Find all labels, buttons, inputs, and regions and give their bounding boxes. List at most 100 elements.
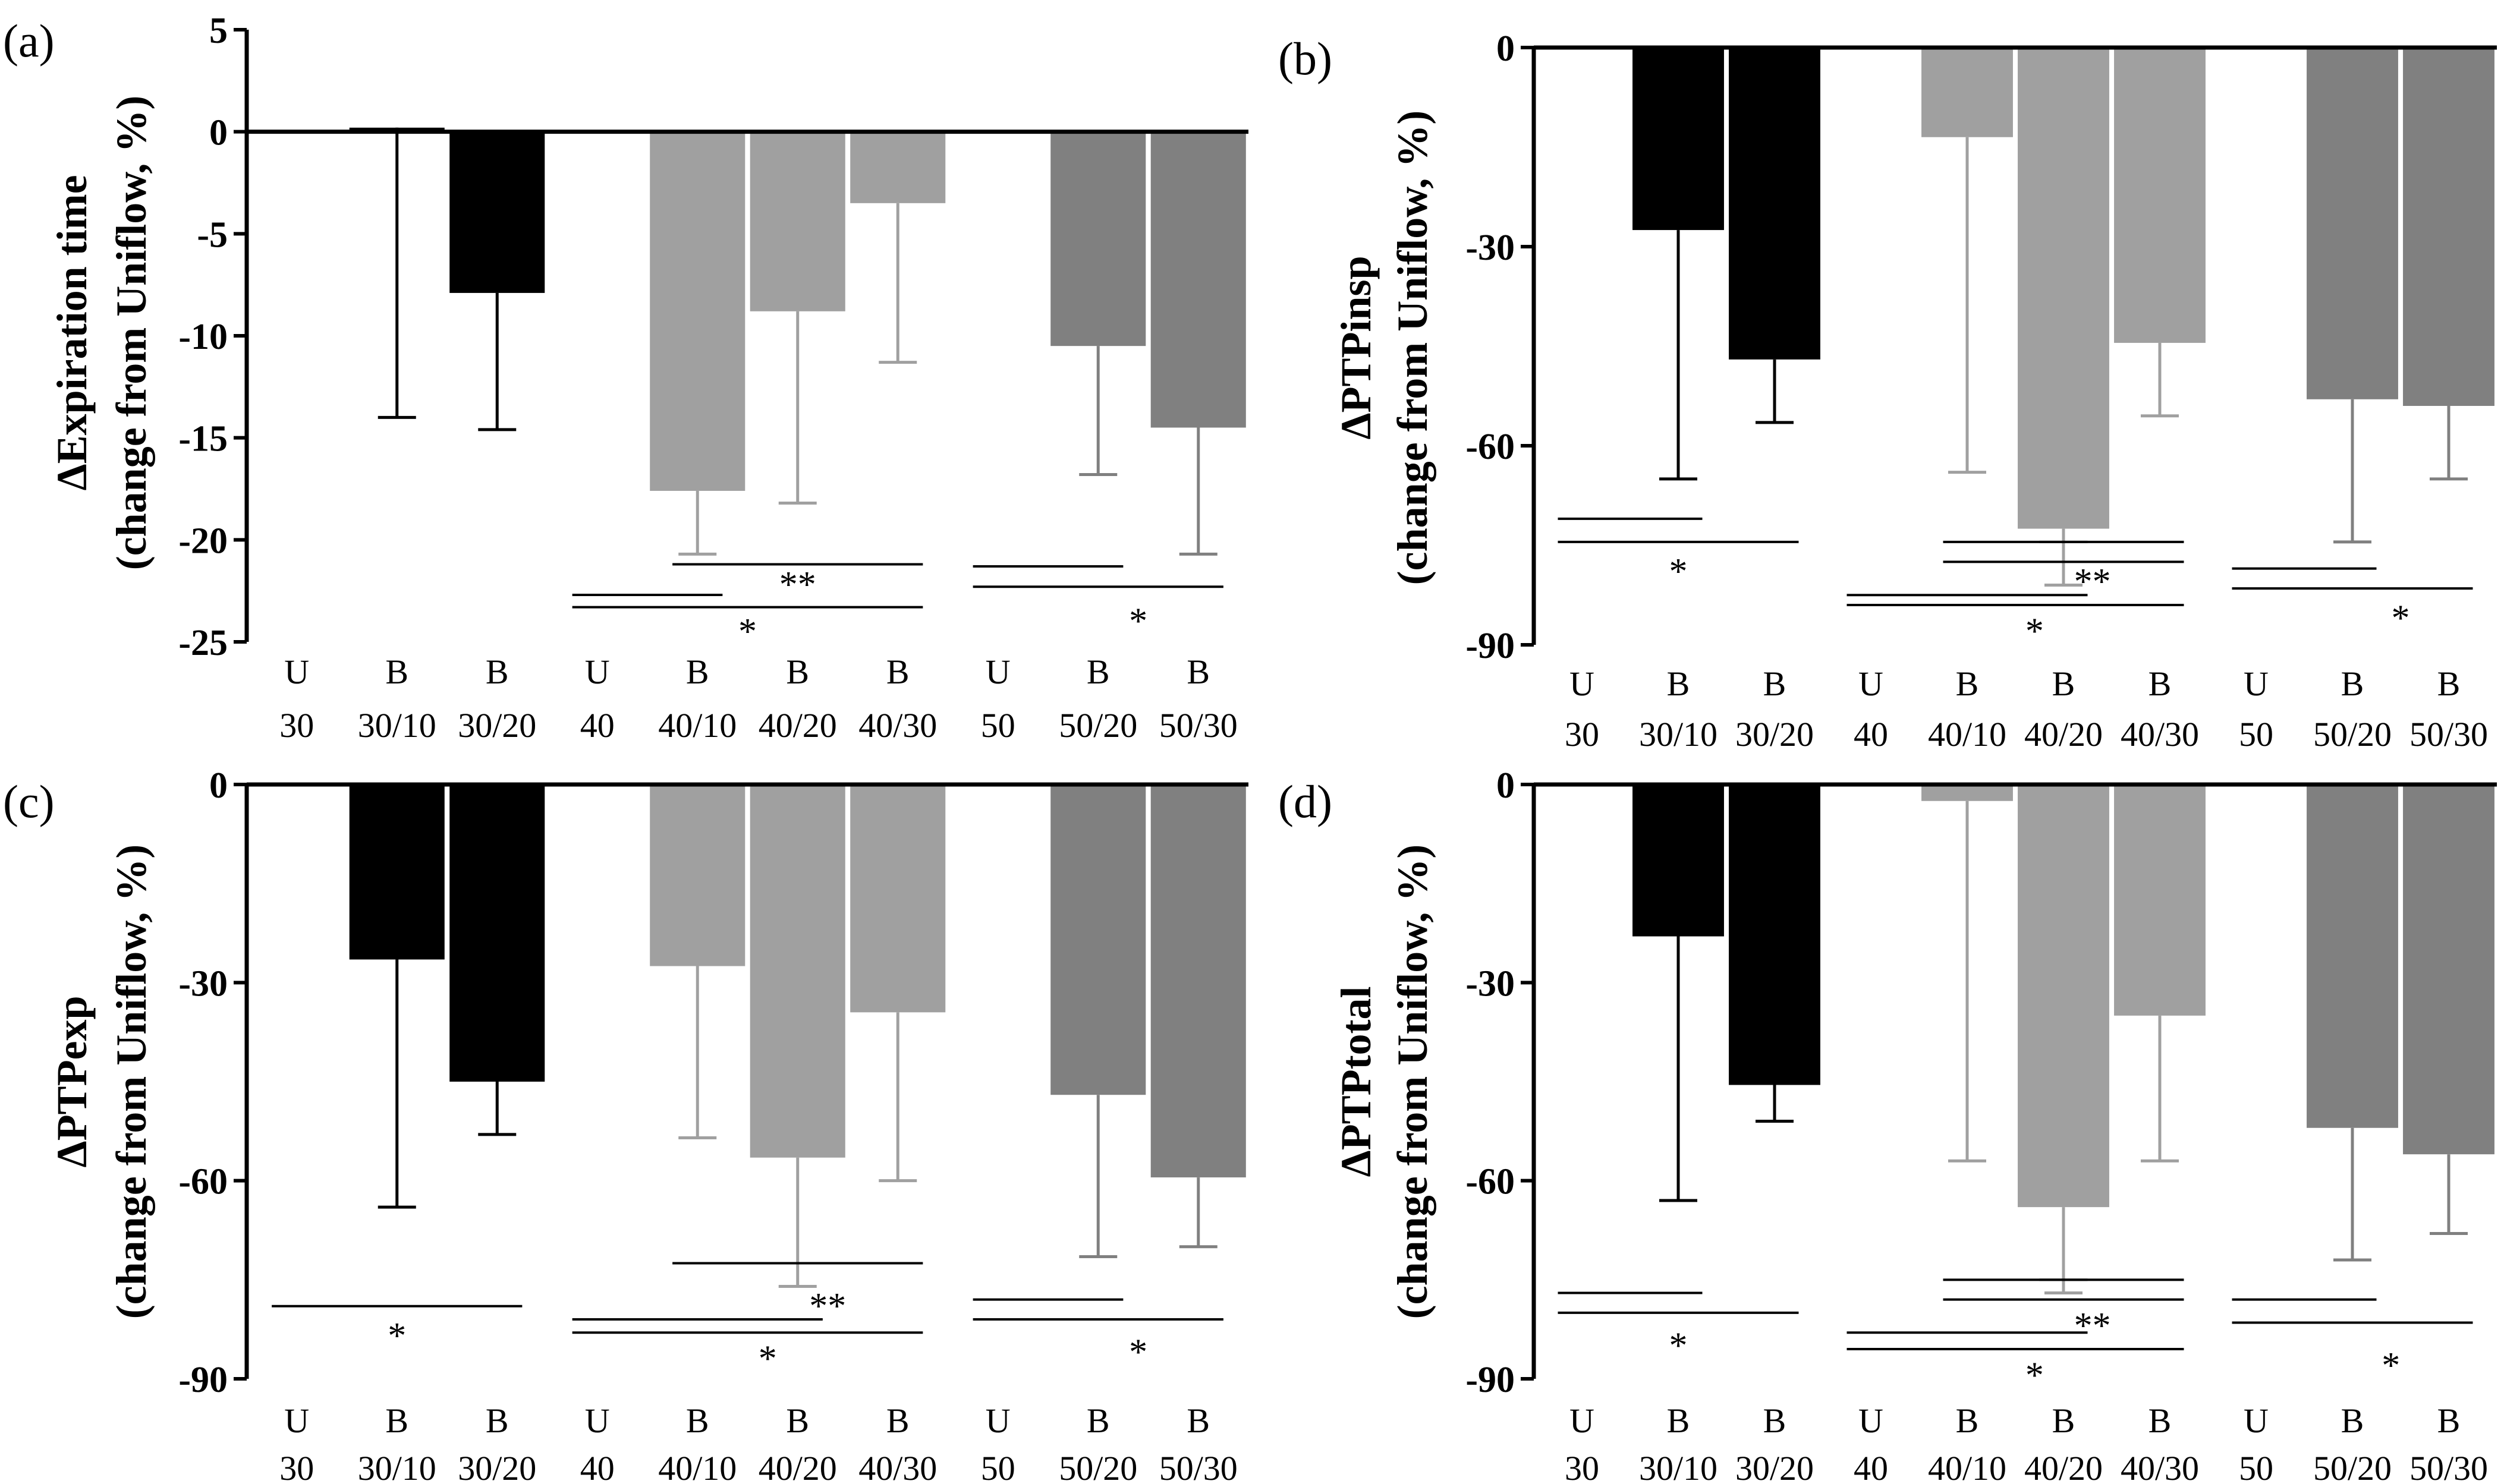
panel-a-ytick-label-0: 5 [209, 11, 228, 51]
panel-d-ytick-label-3: -90 [1465, 1360, 1515, 1400]
panel-b-xlabel-group-7: 50 [2239, 715, 2273, 754]
panel-c-xlabel-group-0: 30 [279, 1449, 314, 1484]
panel-d-bar-50-30 [2403, 784, 2494, 1155]
panel-d-xlabel-letter-9: B [2437, 1401, 2461, 1440]
panel-c-xlabel-group-1: 30/10 [358, 1449, 436, 1484]
panel-d-xlabel-group-0: 30 [1565, 1449, 1599, 1484]
panel-d-ytick-label-2: -60 [1465, 1162, 1515, 1202]
panel-b-xlabel-group-1: 30/10 [1639, 715, 1717, 754]
panel-a-xlabel-group-7: 50 [981, 706, 1015, 745]
panel-b-sig-star-1: ** [2074, 562, 2111, 602]
panel-a-bar-50-20 [1150, 131, 1246, 428]
panel-d-xlabel-group-5: 40/20 [2024, 1449, 2103, 1484]
panel-b-sig-star-0: * [1669, 552, 1688, 592]
panel-d-xlabel-group-4: 40/10 [1928, 1449, 2006, 1484]
panel-a-bar-50 [1050, 131, 1146, 346]
panel-c-bar-50-30 [1150, 784, 1246, 1178]
panel-d-xlabel-letter-2: B [1763, 1401, 1786, 1440]
panel-d-xlabel-group-1: 30/10 [1639, 1449, 1717, 1484]
panel-c-ylabel-line1: ΔPTPexp [48, 995, 96, 1167]
panel-d-xlabel-group-6: 40/30 [2121, 1449, 2199, 1484]
panel-a-sig-star-2: * [1129, 601, 1147, 642]
panel-b-xlabel-group-2: 30/20 [1735, 715, 1814, 754]
panel-a-xlabel-group-0: 30 [279, 706, 314, 745]
panel-b-ytick-label-3: -90 [1465, 626, 1515, 666]
panel-d-xlabel-group-2: 30/20 [1735, 1449, 1814, 1484]
panel-d-sig-star-1: ** [2074, 1306, 2111, 1346]
panel-d-xlabel-letter-3: U [1858, 1401, 1883, 1440]
panel-a-xlabel-letter-9: B [1187, 653, 1210, 691]
panel-a-ylabel-line1: ΔExpiration time [48, 175, 96, 490]
panel-c-xlabel-group-9: 50/30 [1159, 1449, 1238, 1484]
panel-d-ylabel-line1: ΔPTPtotal [1332, 986, 1380, 1177]
panel-c-bar-40-10 [650, 784, 745, 966]
panel-b-bar-40-10 [1921, 48, 2013, 137]
panel-d-sig-star-0: * [1669, 1325, 1688, 1366]
panel-b-xlabel-group-9: 50/30 [2409, 715, 2488, 754]
panel-c-bar-30-10 [349, 784, 445, 960]
panel-b-bar-30-10 [1632, 48, 1724, 231]
panel-a-bar-40-10 [750, 131, 845, 311]
panel-b-xlabel-letter-6: B [2148, 664, 2172, 703]
panel-a-xlabel-group-4: 40/10 [658, 706, 737, 745]
panel-b-sig-star-2: * [2025, 612, 2044, 652]
panel-a-ytick-label-3: -10 [178, 317, 228, 357]
panel-b-xlabel-letter-3: U [1858, 664, 1883, 703]
panel-c-xlabel-group-6: 40/30 [858, 1449, 937, 1484]
panel-c-xlabel-group-4: 40/10 [658, 1449, 737, 1484]
panel-c-sig-star-3: * [1129, 1332, 1147, 1373]
panel-a-xlabel-letter-5: B [786, 653, 809, 691]
panel-c-sig-star-2: * [759, 1339, 777, 1379]
panel-c-xlabel-letter-2: B [486, 1401, 509, 1440]
panel-a-bar-40-20 [850, 131, 946, 203]
panel-c-xlabel-group-5: 40/20 [759, 1449, 837, 1484]
panel-a-xlabel-group-3: 40 [580, 706, 615, 745]
panel-a-xlabel-group-8: 50/20 [1059, 706, 1137, 745]
panel-d-xlabel-letter-8: B [2341, 1401, 2364, 1440]
panel-a-sig-star-1: * [738, 612, 757, 652]
panel-c-xlabel-group-3: 40 [580, 1449, 615, 1484]
panel-a-xlabel-letter-2: B [486, 653, 509, 691]
panel-d-bar-40-30 [2114, 784, 2206, 1016]
panel-a-ytick-label-1: 0 [209, 113, 228, 153]
panel-c-ylabel-line2: (change from Uniflow, %) [108, 845, 155, 1319]
panel-d-bar-40-10 [1921, 784, 2013, 801]
panel-a-label: (a) [3, 15, 55, 67]
panel-d-sig-star-3: * [2382, 1346, 2400, 1386]
panel-b-bar-30-20 [1729, 48, 1820, 360]
panel-c-bar-40-20 [750, 784, 845, 1158]
panel-c-bar-30-20 [449, 784, 545, 1082]
panel-b-xlabel-group-8: 50/20 [2313, 715, 2392, 754]
panel-c-xlabel-letter-0: U [284, 1401, 309, 1440]
panel-c-label: (c) [3, 776, 55, 827]
panel-c-xlabel-group-8: 50/20 [1059, 1449, 1137, 1484]
panel-c-ytick-label-3: -90 [178, 1360, 228, 1400]
panel-b-xlabel-letter-7: U [2244, 664, 2269, 703]
panel-a-xlabel-group-5: 40/20 [759, 706, 837, 745]
panel-d-ytick-label-0: 0 [1496, 765, 1515, 806]
panel-d-label: (d) [1278, 776, 1332, 827]
panel-a-ytick-label-6: -25 [178, 623, 228, 663]
panel-d-xlabel-letter-6: B [2148, 1401, 2172, 1440]
panel-c-xlabel-letter-6: B [886, 1401, 910, 1440]
panel-a-xlabel-group-6: 40/30 [858, 706, 937, 745]
panel-b-xlabel-letter-8: B [2341, 664, 2364, 703]
panel-c-xlabel-letter-7: U [986, 1401, 1011, 1440]
panel-c-xlabel-group-2: 30/20 [458, 1449, 536, 1484]
panel-b-xlabel-group-5: 40/20 [2024, 715, 2103, 754]
panel-c-xlabel-letter-4: B [686, 1401, 709, 1440]
panel-d-xlabel-group-7: 50 [2239, 1449, 2273, 1484]
panel-c-xlabel-letter-8: B [1087, 1401, 1110, 1440]
panel-a-xlabel-letter-7: U [986, 653, 1011, 691]
panel-b-xlabel-letter-1: B [1667, 664, 1690, 703]
panel-c-xlabel-letter-9: B [1187, 1401, 1210, 1440]
panel-b-xlabel-group-0: 30 [1565, 715, 1599, 754]
panel-d-xlabel-letter-7: U [2244, 1401, 2269, 1440]
panel-d-xlabel-letter-0: U [1569, 1401, 1594, 1440]
panel-c-xlabel-letter-3: U [585, 1401, 610, 1440]
panel-a-ylabel-line2: (change from Uniflow, %) [108, 96, 155, 571]
panel-c-sig-star-0: * [388, 1316, 406, 1356]
panel-b-bar-40-30 [2114, 48, 2206, 343]
panel-a-xlabel-group-2: 30/20 [458, 706, 536, 745]
